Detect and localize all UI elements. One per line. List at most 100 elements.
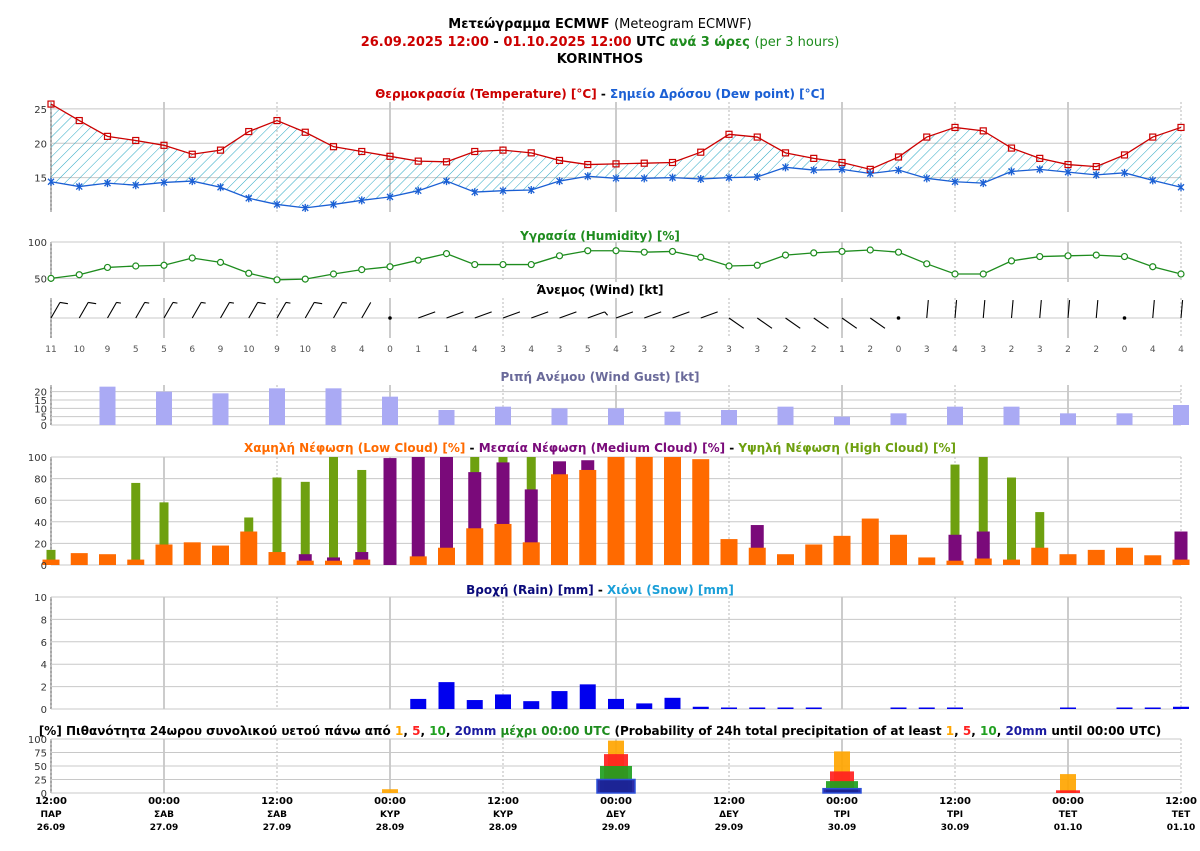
gust-bar: [438, 410, 455, 425]
probability-panel-title-part: 5: [412, 724, 420, 738]
wind-barb: [531, 311, 549, 319]
wind-speed-label: 2: [811, 345, 817, 355]
temperature-dewpoint-spread: [51, 104, 1181, 208]
gust-bar: [99, 386, 116, 425]
medium-cloud-bar: [1174, 531, 1188, 565]
humidity-point: [668, 247, 677, 256]
humidity-panel-title-part: Υγρασία (Humidity) [%]: [519, 229, 680, 243]
cloud-panel-title-part: Υψηλή Νέφωση (High Cloud) [%]: [737, 441, 956, 455]
x-day-label: ΔΕΥ: [719, 810, 739, 820]
temperature-point: [442, 158, 451, 166]
rain-bar: [523, 701, 540, 709]
low-cloud-bar: [805, 544, 823, 565]
cloud-panel-title-part: -: [465, 441, 478, 455]
rain-bar: [805, 707, 822, 709]
low-cloud-bar: [522, 542, 540, 565]
wind-speed-label: 2: [867, 345, 873, 355]
temperature-point: [725, 130, 733, 138]
gust-bar: [721, 410, 737, 425]
wind-speed-label: 4: [1150, 345, 1156, 355]
rain-bar: [1144, 707, 1161, 709]
rain-bar: [1060, 707, 1076, 709]
dewpoint-point: [725, 173, 733, 182]
temperature-panel-title: Θερμοκρασία (Temperature) [°C] - Σημείο …: [375, 87, 825, 101]
temperature-point: [979, 127, 987, 135]
temperature-point: [132, 136, 140, 145]
wind-barb: [615, 311, 634, 319]
rain-bar: [608, 698, 624, 709]
low-cloud-bar: [409, 556, 427, 565]
cloud-ytick: 40: [34, 518, 47, 529]
low-cloud-bar: [353, 559, 371, 565]
low-cloud-bar: [268, 552, 286, 565]
humidity-point: [838, 247, 846, 256]
temperature-point: [216, 146, 225, 154]
humidity-point: [1120, 252, 1129, 261]
probability-panel-title-part: 10: [429, 724, 446, 738]
temperature-point: [1120, 151, 1129, 159]
cloud-panel-title-part: Χαμηλή Νέφωση (Low Cloud) [%]: [244, 441, 465, 455]
rain-bar: [1173, 706, 1189, 709]
wind-barb: [559, 311, 577, 319]
cloud-panel-title-part: -: [725, 441, 738, 455]
probability-panel-title-part: (Probability of 24h total precipitation …: [610, 724, 945, 738]
x-date-label: 27.09: [263, 823, 291, 833]
temperature-point: [47, 100, 55, 108]
temperature-point: [245, 127, 253, 136]
wind-speed-label: 1: [839, 345, 845, 355]
x-time-label: 12:00: [35, 796, 67, 807]
probability-ytick: 75: [34, 749, 47, 760]
wind-barb: [107, 301, 122, 319]
precip-ytick: 8: [41, 615, 47, 626]
probability-panel-title-part: 1: [946, 724, 954, 738]
probability-panel-title-part: ,: [971, 724, 980, 738]
rain-bar: [749, 707, 766, 709]
low-cloud-bar: [861, 518, 879, 565]
temperature-line: [50, 103, 1182, 171]
x-day-label: ΚΥΡ: [493, 810, 513, 820]
wind-barb: [333, 301, 348, 319]
dewpoint-point: [471, 188, 479, 197]
probability-panel-title-part: ,: [403, 724, 412, 738]
x-date-label: 01.10: [1054, 823, 1082, 833]
probability-bar: [1060, 774, 1076, 793]
humidity-point: [160, 261, 168, 269]
probability-panel-title-part: 5: [963, 724, 971, 738]
gust-ytick: 0: [41, 421, 47, 432]
x-day-label: ΔΕΥ: [606, 810, 626, 820]
humidity-point: [1036, 252, 1044, 261]
dewpoint-point: [753, 172, 761, 181]
dewpoint-point: [584, 172, 592, 181]
low-cloud-bar: [1059, 554, 1077, 565]
wind-barb: [896, 316, 901, 320]
high-cloud-bar: [131, 482, 141, 565]
wind-barb: [587, 311, 609, 319]
wind-barb: [841, 317, 858, 329]
temperature-point: [923, 133, 931, 141]
x-day-label: ΣΑΒ: [267, 810, 287, 820]
wind-speed-label: 3: [726, 345, 732, 355]
wind-speed-label: 9: [105, 345, 111, 355]
rain-bar: [777, 707, 794, 709]
low-cloud-bar: [240, 531, 258, 565]
humidity-point: [75, 271, 83, 279]
wind-barb: [1067, 300, 1071, 319]
low-cloud-bar: [1144, 555, 1162, 565]
humidity-point: [216, 258, 225, 266]
temperature-point: [894, 153, 903, 161]
wind-speed-label: 2: [698, 345, 704, 355]
dewpoint-point: [838, 165, 846, 174]
probability-panel-title-part: 1: [395, 724, 403, 738]
humidity-point: [951, 270, 959, 278]
humidity-point: [471, 260, 479, 269]
wind-barb: [502, 311, 521, 319]
rain-bar: [579, 684, 596, 709]
low-cloud-bar: [974, 558, 992, 565]
dewpoint-point: [1177, 183, 1185, 192]
x-date-label: 30.09: [828, 823, 856, 833]
humidity-point: [612, 247, 620, 255]
humidity-point: [555, 252, 564, 260]
temperature-point: [640, 159, 648, 167]
wind-speed-label: 10: [74, 345, 86, 355]
